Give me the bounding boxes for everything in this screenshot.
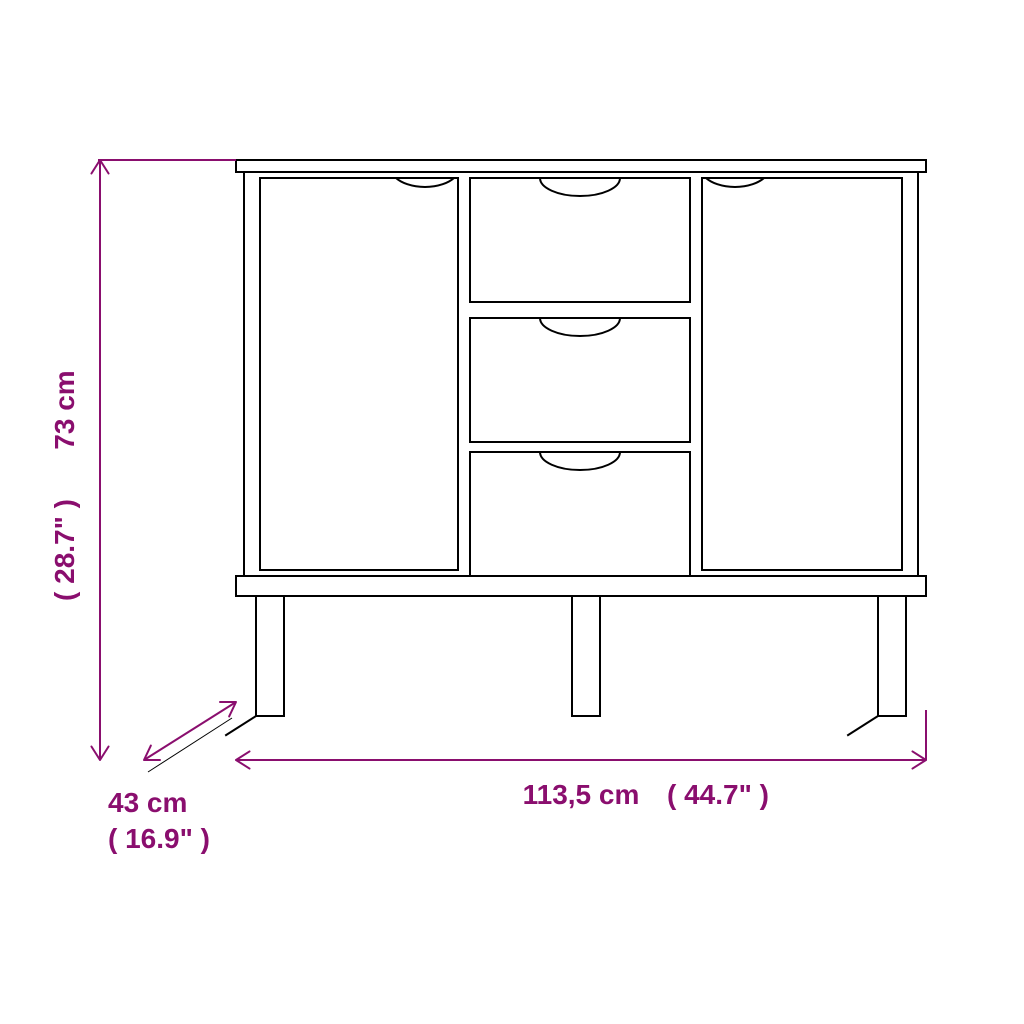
width-in-label: ( 44.7" ): [667, 779, 769, 810]
depth-cm-label: 43 cm: [108, 787, 187, 818]
height-in-label: ( 28.7" ): [49, 499, 80, 601]
depth-in-label: ( 16.9" ): [108, 823, 210, 854]
height-cm-label: 73 cm: [49, 370, 80, 449]
width-cm-label: 113,5 cm: [523, 779, 640, 810]
cabinet-drawing: [148, 160, 926, 772]
